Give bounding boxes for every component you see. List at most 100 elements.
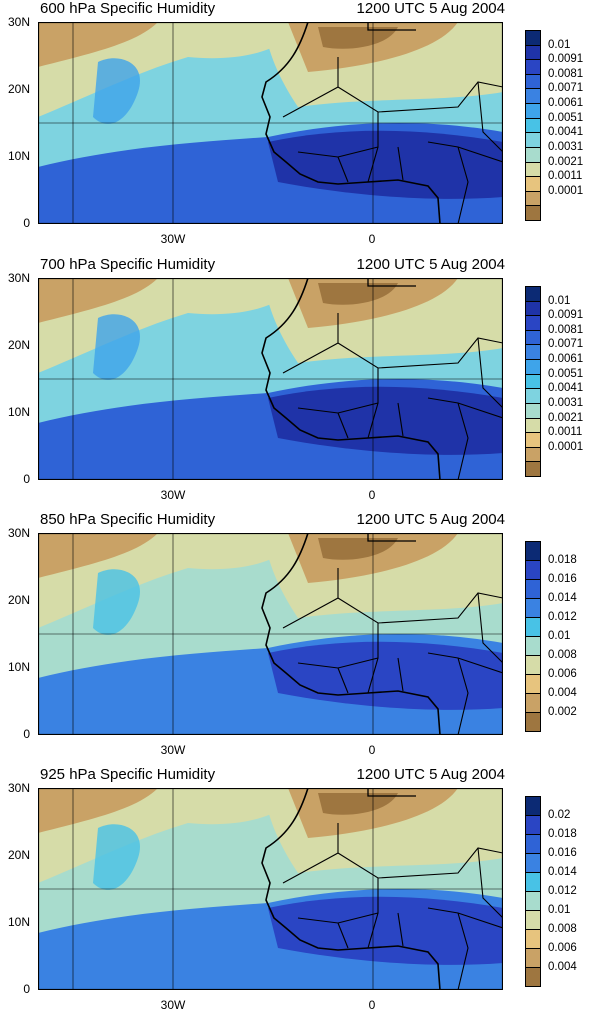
colorbar-label: 0.0041	[548, 382, 584, 395]
lat-tick-label: 20N	[7, 82, 30, 96]
lat-tick-label: 30N	[7, 271, 30, 285]
colorbar-label: 0.004	[548, 961, 577, 973]
lat-tick-label: 0	[23, 472, 30, 486]
colorbar-label: 0.0051	[548, 111, 584, 124]
colorbar-swatch	[525, 446, 541, 463]
colorbar-label: 0.0081	[548, 67, 584, 80]
colorbar-label: 0.008	[548, 923, 577, 935]
lat-tick-label: 10N	[7, 915, 30, 929]
colorbar-label: 0.0031	[548, 140, 584, 153]
panel-2: 850 hPa Specific Humidity 1200 UTC 5 Aug …	[0, 511, 600, 766]
colorbar-swatch	[525, 132, 541, 148]
colorbar-label: 0.016	[548, 573, 577, 585]
colorbar-swatch	[525, 693, 541, 713]
colorbar-label: 0.0021	[548, 155, 584, 168]
colorbar-label: 0.01	[548, 904, 571, 916]
colorbar-label: 0.0071	[548, 82, 584, 95]
lat-tick-label: 20N	[7, 338, 30, 352]
colorbar-label: 0.014	[548, 866, 577, 878]
lat-tick-label: 30N	[7, 781, 30, 795]
colorbar-label: 0.0001	[548, 440, 584, 453]
colorbar-swatch	[525, 344, 541, 361]
panel-3: 925 hPa Specific Humidity 1200 UTC 5 Aug …	[0, 766, 600, 1021]
colorbar-label: 0.0021	[548, 411, 584, 424]
colorbar-swatch	[525, 579, 541, 599]
map-area	[37, 277, 504, 481]
colorbar-label: 0.01	[548, 630, 571, 642]
lon-tick-label: 0	[368, 488, 376, 502]
colorbar-swatch	[525, 103, 541, 119]
colorbar-label: 0.0091	[548, 309, 584, 322]
colorbar-swatch	[525, 146, 541, 163]
colorbar-label: 0.0051	[548, 367, 584, 380]
colorbar-label: 0.0001	[548, 184, 584, 197]
colorbar-swatch	[525, 315, 541, 331]
map-area	[37, 532, 504, 736]
colorbar-label: 0.0071	[548, 338, 584, 351]
colorbar-label: 0.0041	[548, 126, 584, 139]
colorbar-swatch	[525, 359, 541, 375]
colorbar-label: 0.016	[548, 847, 577, 859]
colorbar-swatch	[525, 834, 541, 854]
colorbar-swatch	[525, 300, 541, 317]
lon-tick-label: 30W	[160, 488, 186, 502]
lat-tick-label: 10N	[7, 149, 30, 163]
panel-0: 600 hPa Specific Humidity 1200 UTC 5 Aug …	[0, 0, 600, 255]
colorbar-swatch	[525, 815, 541, 835]
colorbar-swatch	[525, 560, 541, 580]
colorbar-swatch	[525, 617, 541, 637]
panel-title: 600 hPa Specific Humidity	[40, 0, 216, 17]
colorbar-label: 0.004	[548, 687, 577, 699]
colorbar-swatch	[525, 388, 541, 404]
panel-1: 700 hPa Specific Humidity 1200 UTC 5 Aug …	[0, 256, 600, 511]
colorbar-swatch	[525, 967, 541, 987]
colorbar-label: 0.002	[548, 706, 577, 718]
colorbar-swatch	[525, 674, 541, 694]
lat-tick-label: 30N	[7, 526, 30, 540]
colorbar-swatch	[525, 59, 541, 75]
colorbar-swatch	[525, 117, 541, 134]
colorbar-label: 0.008	[548, 649, 577, 661]
colorbar-label: 0.006	[548, 668, 577, 680]
colorbar-swatch	[525, 30, 541, 46]
colorbar-label: 0.014	[548, 592, 577, 604]
map-area	[37, 787, 504, 991]
colorbar-swatch	[525, 44, 541, 61]
lon-tick-label: 30W	[160, 232, 186, 246]
colorbar-label: 0.0081	[548, 323, 584, 336]
colorbar-swatch	[525, 73, 541, 90]
panel-datetime: 1200 UTC 5 Aug 2004	[356, 0, 505, 17]
colorbar-swatch	[525, 910, 541, 930]
colorbar-label: 0.0011	[548, 170, 583, 183]
lat-tick-label: 30N	[7, 15, 30, 29]
colorbar-swatch	[525, 541, 541, 561]
panel-title: 700 hPa Specific Humidity	[40, 256, 216, 273]
colorbar-swatch	[525, 891, 541, 911]
panel-datetime: 1200 UTC 5 Aug 2004	[356, 766, 505, 783]
colorbar-label: 0.012	[548, 611, 577, 623]
colorbar-label: 0.006	[548, 942, 577, 954]
colorbar-label: 0.012	[548, 885, 577, 897]
lat-tick-label: 0	[23, 216, 30, 230]
colorbar-label: 0.0011	[548, 426, 583, 439]
lat-tick-label: 10N	[7, 660, 30, 674]
map-area	[37, 21, 504, 225]
lon-tick-label: 30W	[160, 743, 186, 757]
colorbar-swatch	[525, 712, 541, 732]
colorbar-swatch	[525, 655, 541, 675]
lon-tick-label: 0	[368, 998, 376, 1012]
colorbar-label: 0.01	[548, 38, 571, 51]
panel-title: 925 hPa Specific Humidity	[40, 766, 216, 783]
colorbar-swatch	[525, 329, 541, 346]
colorbar-swatch	[525, 205, 541, 221]
colorbar-swatch	[525, 88, 541, 105]
colorbar-swatch	[525, 432, 541, 448]
colorbar-swatch	[525, 461, 541, 477]
lat-tick-label: 20N	[7, 848, 30, 862]
colorbar-label: 0.0031	[548, 396, 584, 409]
colorbar-swatch	[525, 176, 541, 192]
map-3	[37, 787, 504, 991]
colorbar-swatch	[525, 853, 541, 873]
colorbar-label: 0.02	[548, 809, 571, 821]
panel-datetime: 1200 UTC 5 Aug 2004	[356, 511, 505, 528]
